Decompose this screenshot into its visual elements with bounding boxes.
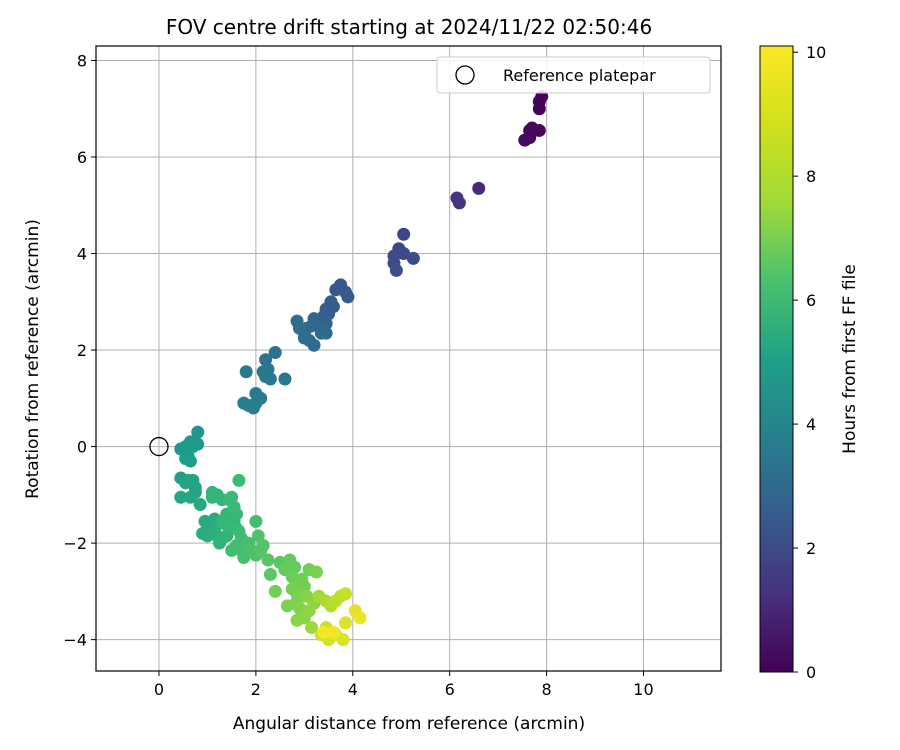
data-point [254, 543, 268, 557]
data-point [246, 401, 260, 415]
data-point [406, 251, 420, 265]
data-point [263, 567, 277, 581]
data-points [174, 90, 549, 647]
y-tick-label: 0 [77, 438, 87, 457]
data-point [452, 196, 466, 210]
data-point [472, 181, 486, 195]
x-tick-label: 8 [541, 680, 551, 699]
x-axis-label: Angular distance from reference (arcmin) [233, 714, 585, 734]
data-point [193, 497, 207, 511]
plot-frame [95, 45, 722, 672]
y-tick-label: −2 [63, 534, 87, 553]
data-point [532, 95, 546, 109]
grid-lines [96, 46, 721, 671]
data-point [183, 490, 197, 504]
colorbar: 0 2 4 6 8 10 Hours from first FF file [759, 43, 860, 682]
reference-marker [149, 436, 169, 457]
data-point [523, 123, 537, 137]
data-point [261, 553, 275, 567]
legend: Reference platepar [436, 56, 711, 94]
data-point [305, 621, 319, 635]
data-point [249, 514, 263, 528]
data-point [339, 587, 353, 601]
data-point [278, 372, 292, 386]
colorbar-tick-label: 6 [806, 291, 816, 310]
x-tick-label: 0 [154, 680, 164, 699]
data-point [237, 396, 251, 410]
y-tick-label: 4 [77, 245, 87, 264]
legend-box [436, 56, 711, 94]
x-tick-label: 10 [633, 680, 653, 699]
data-point [326, 625, 340, 639]
data-point [297, 331, 311, 345]
y-axis-label: Rotation from reference (arcmin) [23, 219, 43, 499]
data-point [336, 633, 350, 647]
data-point [232, 473, 246, 487]
data-point [174, 490, 188, 504]
data-point [268, 345, 282, 359]
data-point [191, 425, 205, 439]
data-point [251, 529, 265, 543]
colorbar-label: Hours from first FF file [840, 264, 860, 454]
y-tick-label: 2 [77, 341, 87, 360]
colorbar-gradient [759, 45, 794, 673]
data-point [205, 485, 219, 499]
data-point [268, 584, 282, 598]
data-point [239, 365, 253, 379]
data-point [339, 616, 353, 630]
chart-title: FOV centre drift starting at 2024/11/22 … [166, 15, 652, 39]
axis-ticks: 0 2 4 6 8 10 −4 −2 0 2 4 6 8 [63, 51, 653, 699]
colorbar-tick-label: 10 [806, 43, 826, 62]
data-point [314, 326, 328, 340]
data-point [183, 454, 197, 468]
data-point [353, 611, 367, 625]
data-point [292, 321, 306, 335]
data-point [217, 517, 231, 531]
data-point [259, 370, 273, 384]
y-tick-label: 8 [77, 51, 87, 70]
legend-marker [455, 65, 475, 85]
data-point [309, 565, 323, 579]
data-point [179, 476, 193, 490]
data-point [186, 440, 200, 454]
x-tick-label: 4 [348, 680, 358, 699]
y-tick-label: −4 [63, 631, 87, 650]
data-point [225, 490, 239, 504]
data-point [397, 227, 411, 241]
colorbar-tick-label: 8 [806, 167, 816, 186]
data-point [317, 625, 331, 639]
x-tick-label: 2 [251, 680, 261, 699]
colorbar-tick-label: 4 [806, 415, 816, 434]
data-point [389, 263, 403, 277]
colorbar-ticks: 0 2 4 6 8 10 [793, 43, 826, 682]
reference-point [149, 436, 169, 457]
y-tick-label: 6 [77, 148, 87, 167]
colorbar-tick-label: 2 [806, 539, 816, 558]
data-point [225, 543, 239, 557]
legend-label: Reference platepar [503, 66, 656, 85]
data-point [518, 133, 532, 147]
data-point [307, 338, 321, 352]
data-point [341, 290, 355, 304]
x-tick-label: 6 [445, 680, 455, 699]
colorbar-tick-label: 0 [806, 663, 816, 682]
data-point [280, 599, 294, 613]
